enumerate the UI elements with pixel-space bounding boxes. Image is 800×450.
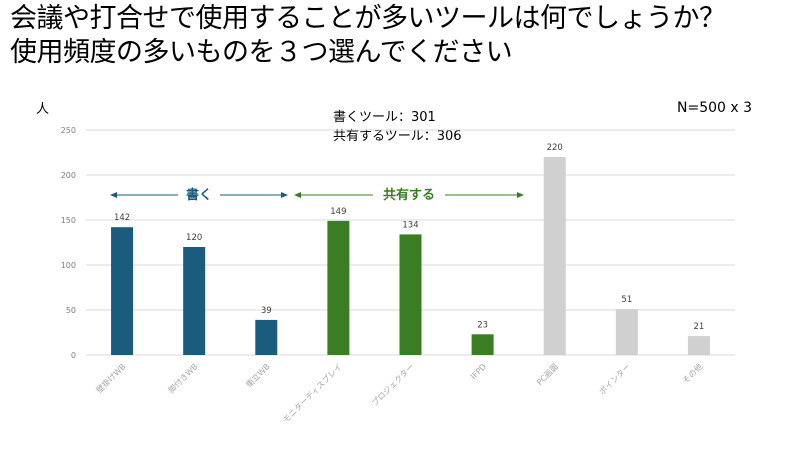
y-unit-label: 人 [36,102,50,117]
y-tick-label: 150 [61,216,76,225]
share-group-arrow-label-bg [373,185,445,205]
data-label: 39 [261,306,272,316]
data-label: 120 [186,233,202,243]
category-label: 脚付きWB [166,361,200,395]
sample-size-label: N=500 x 3 [677,100,753,116]
page-title: 会議や打合せで使用することが多いツールは何でしょうか？ 使用頻度の多いものを３つ… [10,2,790,70]
write-group-arrow-right-arrowhead [281,192,288,198]
category-label: その他 [680,361,704,385]
category-label: プロジェクター [370,362,416,408]
data-label: 134 [402,220,418,230]
data-label: 51 [621,295,632,305]
category-label: 壁掛けWB [94,361,128,395]
share-group-arrow-left-arrowhead [294,192,301,198]
bar [471,334,494,355]
bar [327,220,350,355]
data-label: 220 [547,143,563,153]
y-tick-label: 0 [71,351,76,360]
write-total-note: 書くツール：301 [333,110,436,125]
data-label: 142 [114,213,130,223]
data-label: 23 [477,320,488,330]
y-tick-label: 50 [66,306,76,315]
category-label: PC画面 [535,362,560,387]
data-label: 21 [694,322,705,332]
write-group-arrow-label: 書く [186,187,212,203]
share-total-note: 共有するツール：306 [333,129,462,144]
category-label: ポインター [598,362,633,397]
title-line-1: 会議や打合せで使用することが多いツールは何でしょうか？ [10,3,726,34]
share-group-arrow-label: 共有する [383,187,435,203]
write-group-arrow-label-bg [178,185,220,205]
totals-note: 書くツール：301 共有するツール：306 [333,108,462,146]
category-label: 衝立WB [244,361,272,389]
y-tick-label: 250 [61,126,76,135]
title-line-2: 使用頻度の多いものを３つ選んでください [10,37,513,68]
category-label: モニターディスプレイ [281,361,344,424]
bar [615,309,638,355]
bar [399,234,422,355]
data-label: 149 [330,207,346,217]
share-group-arrow-right-arrowhead [517,192,524,198]
bar [687,336,710,355]
y-tick-label: 100 [61,261,76,270]
bar [255,319,278,355]
bar [111,227,134,355]
write-group-arrow-left-arrowhead [110,192,117,198]
y-tick-label: 200 [61,171,76,180]
category-label: IFPD [469,362,488,381]
bar [183,247,206,355]
bar [543,157,566,355]
